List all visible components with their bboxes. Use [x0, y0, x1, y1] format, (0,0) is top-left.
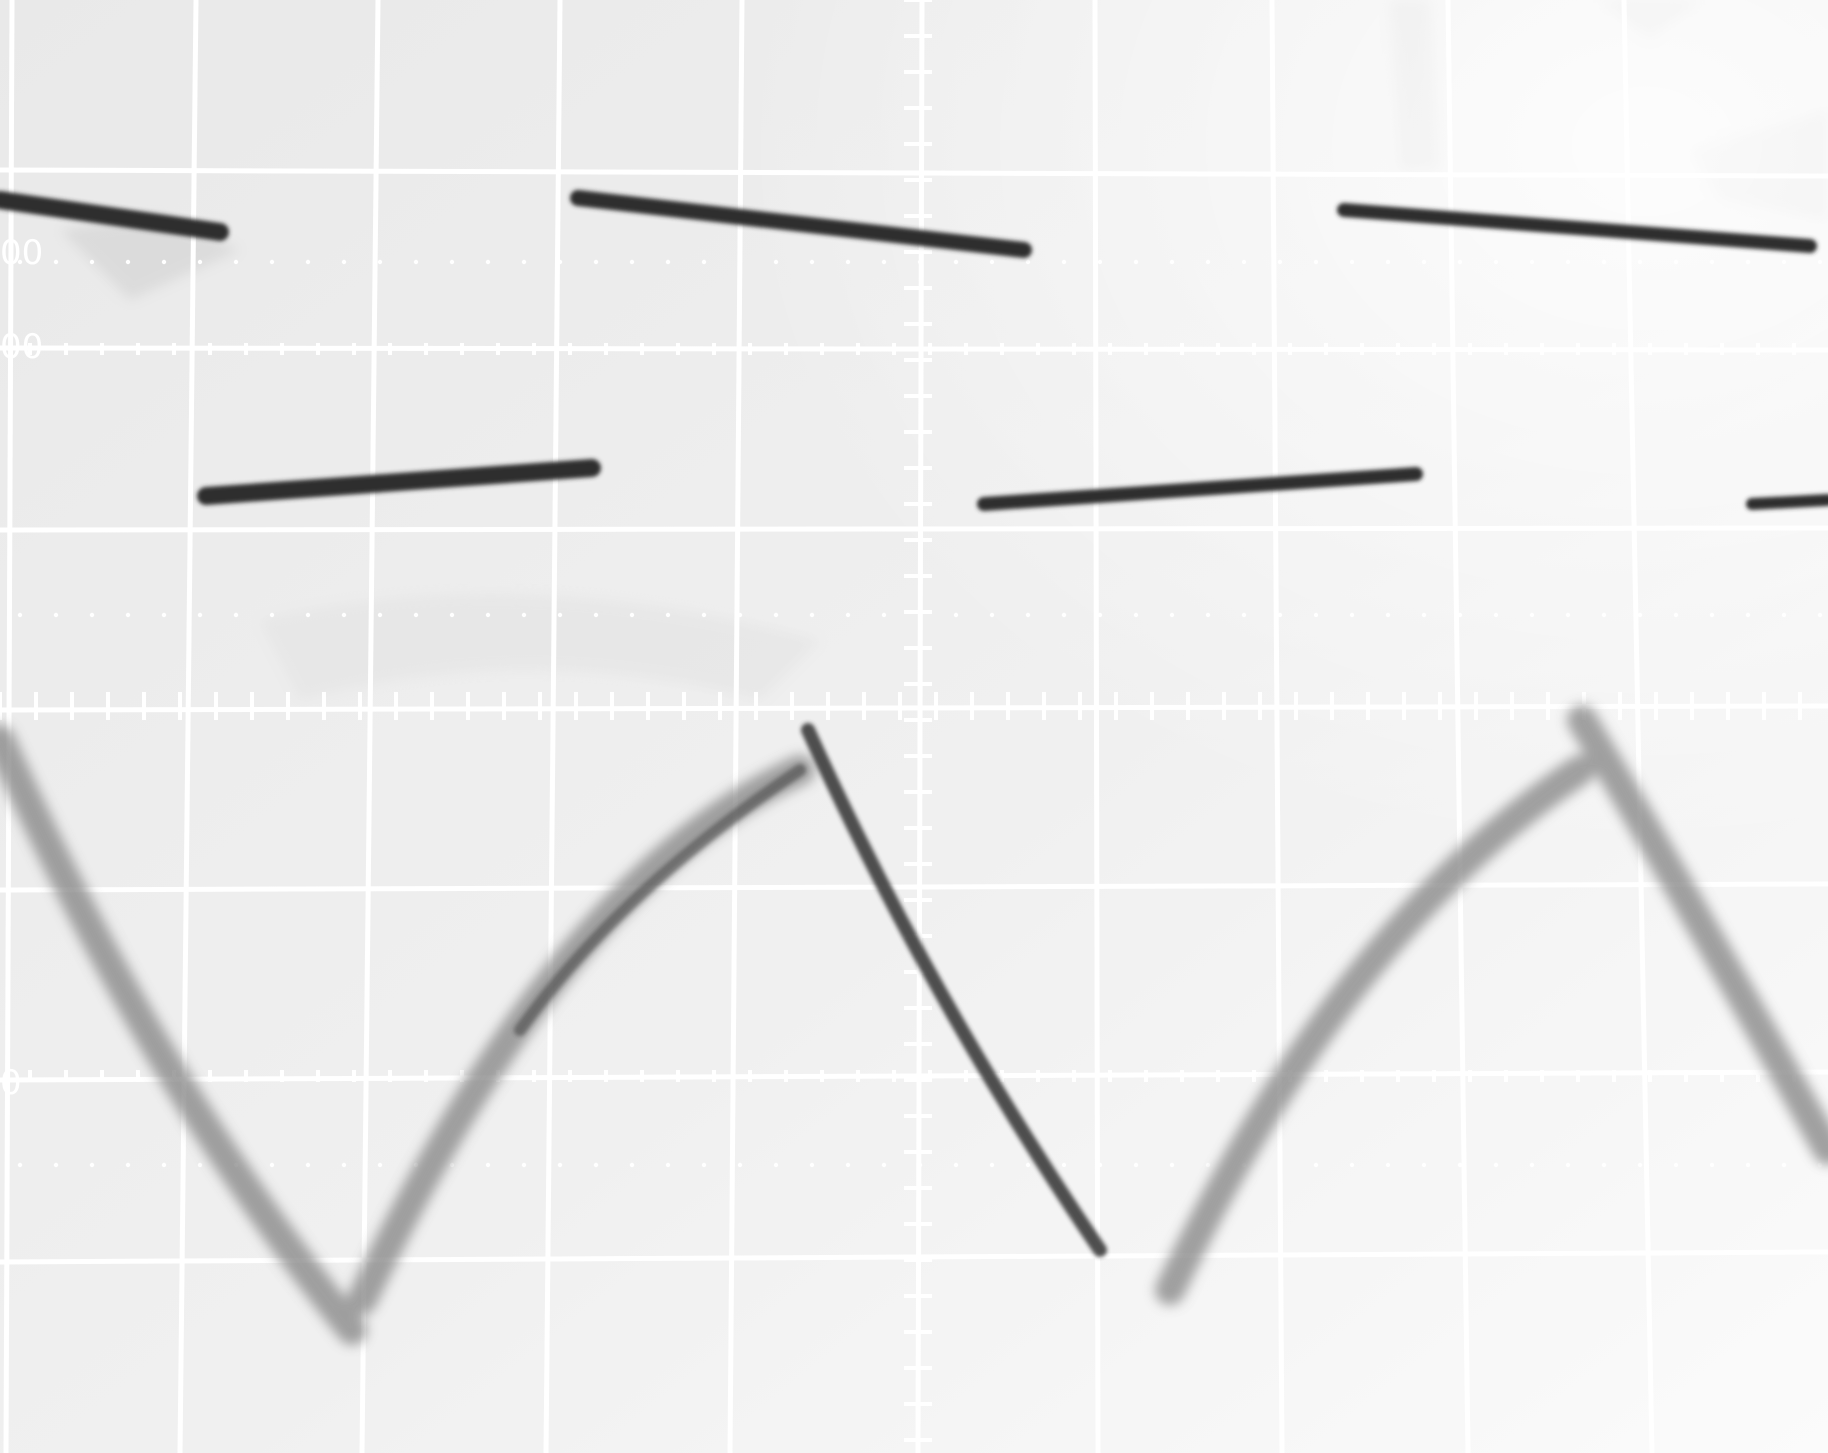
square-wave-high-segment-3 — [1337, 203, 1817, 253]
edge-label-2: 00 — [0, 327, 44, 367]
square-wave-trace — [0, 190, 1828, 511]
square-wave-low-segment-2 — [977, 467, 1423, 511]
triangle-wave-trace — [0, 705, 1828, 1345]
square-wave-high-segment-2 — [570, 190, 1032, 258]
edge-label-1: 00 — [0, 233, 44, 273]
edge-label-3: 0 — [0, 1063, 22, 1103]
square-wave-high-segment-1 — [0, 191, 229, 241]
graticule-dots — [17, 259, 1823, 1168]
square-wave-low-segment-3 — [1746, 494, 1828, 510]
square-wave-low-segment-1 — [197, 459, 601, 505]
graticule-ticks — [0, 0, 1800, 1440]
